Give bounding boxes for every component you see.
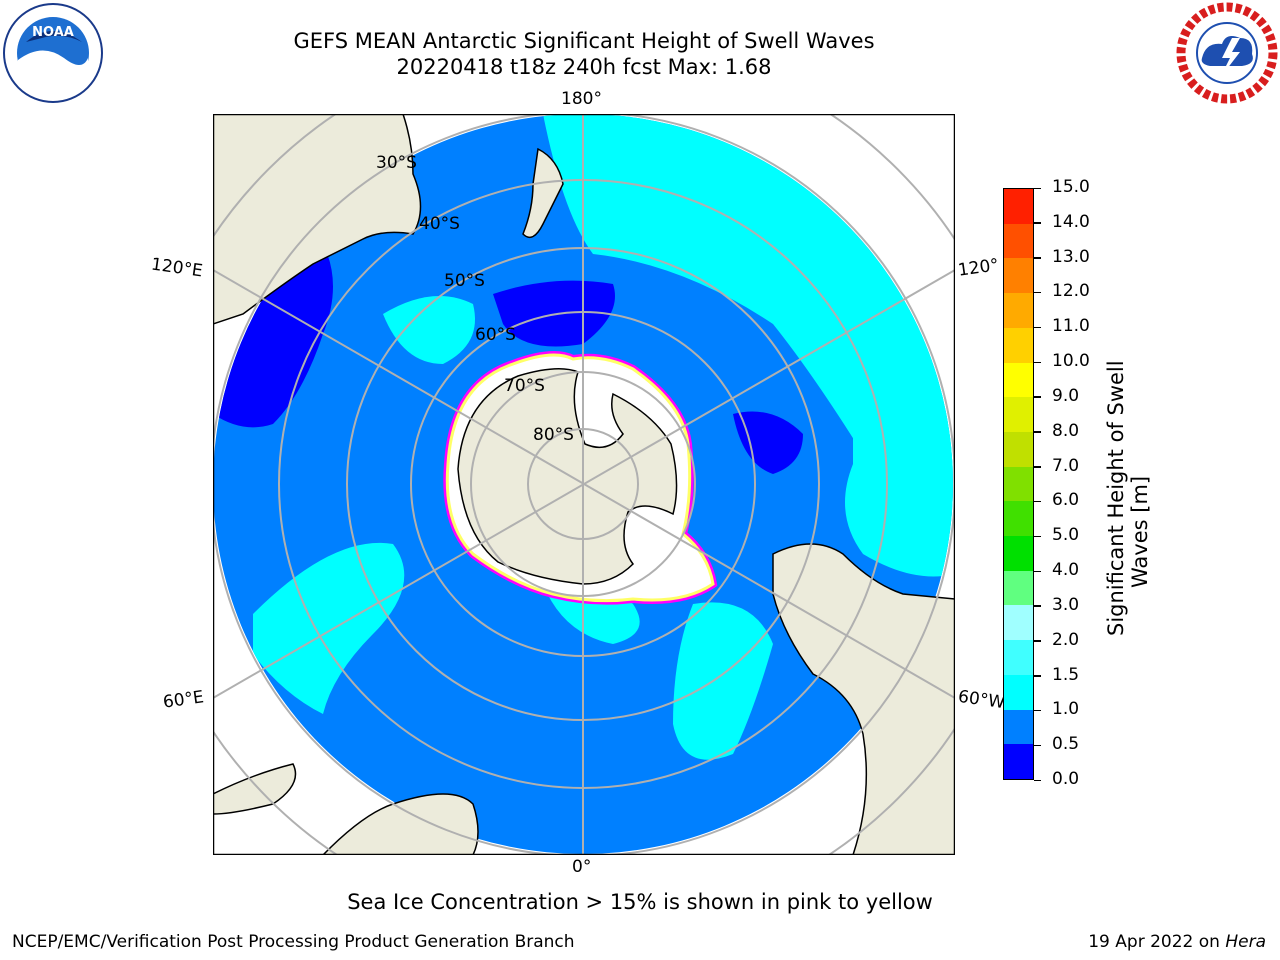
colorbar-segment bbox=[1004, 431, 1033, 467]
swell-region-darkblue bbox=[213, 244, 333, 428]
lat-label-80s: 80°S bbox=[533, 425, 574, 445]
footer-date: 19 Apr 2022 on Hera bbox=[1088, 932, 1266, 952]
colorbar-segment bbox=[1004, 605, 1033, 641]
colorbar-tick-mark bbox=[1034, 709, 1041, 712]
colorbar-tick-mark bbox=[1034, 291, 1041, 294]
swell-region-cyan bbox=[845, 298, 953, 577]
lon-label-120w: 120° bbox=[956, 255, 1001, 281]
colorbar-tick-label: 6.0 bbox=[1052, 490, 1080, 511]
colorbar-tick-label: 14.0 bbox=[1052, 211, 1090, 232]
colorbar-segment bbox=[1004, 258, 1033, 294]
colorbar-tick-label: 11.0 bbox=[1052, 316, 1090, 337]
chart-title: GEFS MEAN Antarctic Significant Height o… bbox=[293, 29, 875, 53]
colorbar-tick-label: 1.5 bbox=[1052, 664, 1080, 685]
colorbar-title-line1: Significant Height of Swell bbox=[1104, 360, 1128, 636]
colorbar-segment bbox=[1004, 501, 1033, 537]
map-frame bbox=[213, 114, 955, 855]
footer-host: Hera bbox=[1225, 932, 1266, 952]
lat-label-60s: 60°S bbox=[475, 325, 516, 345]
lon-label-0: 0° bbox=[572, 857, 592, 877]
colorbar-tick-mark bbox=[1034, 396, 1041, 398]
colorbar-tick-label: 7.0 bbox=[1052, 455, 1080, 476]
lon-label-120e: 120°E bbox=[149, 254, 204, 282]
colorbar-segment bbox=[1004, 362, 1033, 398]
colorbar-tick-label: 12.0 bbox=[1052, 281, 1090, 302]
colorbar-tick-mark bbox=[1034, 222, 1041, 224]
sea-ice-note: Sea Ice Concentration > 15% is shown in … bbox=[347, 890, 933, 914]
colorbar-tick-mark bbox=[1034, 675, 1041, 677]
nws-logo bbox=[1176, 2, 1278, 104]
lon-label-180: 180° bbox=[561, 89, 602, 109]
colorbar-tick-label: 4.0 bbox=[1052, 560, 1080, 581]
colorbar-tick-label: 3.0 bbox=[1052, 594, 1080, 615]
swell-region-cyan bbox=[383, 296, 475, 364]
lat-label-30s: 30°S bbox=[376, 153, 417, 173]
lat-label-70s: 70°S bbox=[504, 376, 545, 396]
new-zealand-land bbox=[522, 147, 564, 239]
svg-text:NOAA: NOAA bbox=[32, 25, 74, 40]
noaa-logo: NOAA bbox=[3, 3, 103, 103]
colorbar-segment bbox=[1004, 466, 1033, 502]
colorbar-tick-label: 2.0 bbox=[1052, 629, 1080, 650]
colorbar-tick-mark bbox=[1034, 187, 1041, 189]
colorbar bbox=[1003, 188, 1034, 780]
chart-subtitle: 20220418 t18z 240h fcst Max: 1.68 bbox=[396, 55, 772, 79]
graticule bbox=[213, 114, 955, 855]
lat-label-40s: 40°S bbox=[419, 214, 460, 234]
colorbar-segment bbox=[1004, 327, 1033, 363]
colorbar-tick-mark bbox=[1034, 257, 1041, 259]
colorbar-tick-mark bbox=[1034, 779, 1041, 781]
colorbar-tick-mark bbox=[1034, 744, 1041, 747]
colorbar-tick-mark bbox=[1034, 570, 1041, 573]
lat-label-50s: 50°S bbox=[444, 271, 485, 291]
footer-date-text: 19 Apr 2022 on bbox=[1088, 932, 1226, 952]
polar-map bbox=[213, 114, 955, 855]
colorbar-segment bbox=[1004, 536, 1033, 571]
colorbar-tick-mark bbox=[1034, 361, 1041, 364]
africa-land bbox=[321, 793, 479, 855]
colorbar-tick-mark bbox=[1034, 500, 1041, 503]
colorbar-tick-mark bbox=[1034, 640, 1041, 642]
colorbar-segment bbox=[1004, 293, 1033, 328]
swell-region-cyan bbox=[673, 602, 773, 760]
lon-label-60w: 60°W bbox=[956, 686, 1007, 714]
colorbar-tick-label: 0.5 bbox=[1052, 734, 1080, 755]
colorbar-segment bbox=[1004, 189, 1033, 224]
colorbar-title-line2: Waves [m] bbox=[1128, 475, 1152, 588]
colorbar-tick-mark bbox=[1034, 535, 1041, 538]
colorbar-segment bbox=[1004, 709, 1033, 745]
swell-region-cyan bbox=[253, 542, 405, 714]
australia-land bbox=[213, 114, 422, 325]
colorbar-tick-label: 8.0 bbox=[1052, 420, 1080, 441]
colorbar-tick-label: 10.0 bbox=[1052, 351, 1090, 372]
colorbar-segment bbox=[1004, 570, 1033, 606]
colorbar-tick-mark bbox=[1034, 466, 1041, 468]
lon-label-60e: 60°E bbox=[161, 687, 206, 713]
colorbar-tick-label: 9.0 bbox=[1052, 385, 1080, 406]
colorbar-segment bbox=[1004, 223, 1033, 259]
south-america-land bbox=[772, 543, 955, 855]
colorbar-tick-label: 5.0 bbox=[1052, 525, 1080, 546]
colorbar-segment bbox=[1004, 640, 1033, 675]
colorbar-segment bbox=[1004, 674, 1033, 710]
colorbar-title: Significant Height of Swell Waves [m] bbox=[1104, 360, 1152, 636]
colorbar-tick-mark bbox=[1034, 326, 1041, 329]
swell-region-darkblue bbox=[733, 411, 803, 474]
colorbar-tick-label: 13.0 bbox=[1052, 246, 1090, 267]
colorbar-segment bbox=[1004, 744, 1033, 779]
footer-branch: NCEP/EMC/Verification Post Processing Pr… bbox=[12, 932, 575, 952]
colorbar-tick-mark bbox=[1034, 605, 1041, 607]
colorbar-tick-label: 1.0 bbox=[1052, 699, 1080, 720]
colorbar-segment bbox=[1004, 397, 1033, 432]
colorbar-tick-mark bbox=[1034, 431, 1041, 433]
antarctica-land bbox=[457, 368, 678, 585]
colorbar-tick-label: 15.0 bbox=[1052, 177, 1090, 197]
colorbar-tick-label: 0.0 bbox=[1052, 769, 1080, 789]
